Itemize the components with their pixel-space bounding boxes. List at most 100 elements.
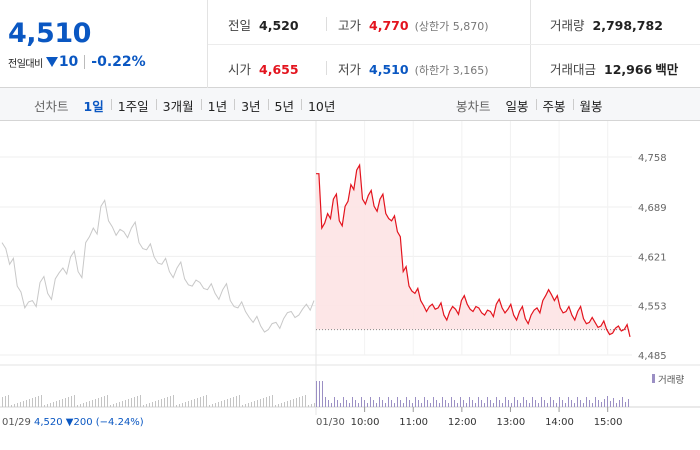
volume-bar [412, 403, 413, 407]
tab-3y[interactable]: 3년 [234, 96, 267, 115]
volume-bar [433, 397, 434, 407]
volume-bar [164, 398, 165, 407]
price-summary: 4,510 전일대비 10 -0.22% 전일 4,520 고가 4,770 (… [0, 0, 700, 88]
stat-label: 거래량 [550, 18, 585, 33]
volume-bar [331, 403, 332, 407]
stat-label: 전일 [228, 18, 252, 33]
volume-bar [379, 397, 380, 407]
volume-bar [206, 395, 207, 407]
tab-1w[interactable]: 1주일 [110, 96, 156, 115]
volume-bar [604, 399, 605, 407]
divider [326, 17, 327, 31]
tab-1d[interactable]: 1일 [83, 99, 104, 114]
volume-bar [406, 397, 407, 407]
volume-bar [293, 399, 294, 407]
volume-bar [146, 404, 147, 407]
tab-daily[interactable]: 일봉 [505, 99, 529, 114]
line-chart-label: 선차트 [34, 99, 69, 114]
volume-bar [62, 399, 63, 407]
volume-bar [182, 403, 183, 407]
volume-bar [547, 403, 548, 407]
volume-bar [47, 404, 48, 407]
volume-bar [269, 396, 270, 407]
volume-bar [113, 404, 114, 407]
volume-bar [529, 403, 530, 407]
volume-bar [436, 400, 437, 407]
row-divider [208, 44, 700, 45]
volume-bar [227, 399, 228, 407]
divider [326, 61, 327, 75]
volume-bar [239, 395, 240, 407]
volume-bar [242, 405, 243, 407]
volume-bar [598, 400, 599, 407]
volume-bar [263, 398, 264, 407]
volume-bar [352, 397, 353, 407]
tab-1y[interactable]: 1년 [200, 96, 234, 115]
prev-day-date-label: 01/29 [2, 417, 31, 428]
volume-bar [424, 397, 425, 407]
volume-bar [296, 398, 297, 407]
volume-bar [625, 402, 626, 407]
volume-bar [445, 400, 446, 407]
volume-bar [32, 398, 33, 407]
volume-bar [101, 397, 102, 407]
tab-10y[interactable]: 10년 [300, 96, 342, 115]
volume-bar [191, 400, 192, 407]
volume-bar [314, 403, 315, 407]
volume-bar [185, 402, 186, 407]
candle-chart-tabs: 봉차트 일봉 주봉 월봉 [456, 96, 610, 115]
volume-bar [508, 400, 509, 407]
tab-monthly[interactable]: 월봉 [572, 96, 610, 115]
volume-bar [355, 400, 356, 407]
stat-value: 4,520 [259, 18, 299, 33]
volume-bar [98, 398, 99, 407]
price-chart[interactable]: 4,758 4,689 4,621 4,553 4,485 거래량 01/29 4,520 ▼… [0, 121, 700, 450]
volume-bar [376, 403, 377, 407]
prev-day-line [1, 198, 315, 333]
change-value: 10 [58, 54, 79, 70]
volume-bar [418, 400, 419, 407]
volume-bar [514, 397, 515, 407]
down-triangle-icon [45, 57, 58, 67]
volume-legend-swatch [652, 374, 655, 383]
volume-bar [343, 397, 344, 407]
x-tick-label: 13:00 [496, 417, 525, 428]
volume-bar [586, 397, 587, 407]
volume-bar [74, 395, 75, 407]
volume-bar [400, 400, 401, 407]
volume-bar [502, 403, 503, 407]
volume-bar [442, 397, 443, 407]
stat-prev-close: 전일 4,520 [228, 15, 299, 34]
volume-bar [439, 403, 440, 407]
today-date-label: 01/30 [316, 417, 345, 428]
volume-bar [394, 403, 395, 407]
volume-bar [125, 400, 126, 407]
volume-bar [610, 401, 611, 407]
volume-bar [71, 396, 72, 407]
stat-volume: 거래량 2,798,782 [550, 15, 663, 34]
volume-bar [170, 396, 171, 407]
volume-bar [149, 403, 150, 407]
volume-bar [427, 400, 428, 407]
tab-5y[interactable]: 5년 [267, 96, 301, 115]
volume-legend-label: 거래량 [658, 374, 684, 386]
volume-bar [520, 403, 521, 407]
tab-weekly[interactable]: 주봉 [535, 96, 573, 115]
volume-bar [421, 403, 422, 407]
stat-label: 고가 [338, 18, 362, 33]
volume-bar [266, 397, 267, 407]
volume-bar [541, 397, 542, 407]
stat-sub: (하한가 3,165) [414, 64, 489, 77]
x-tick-label: 12:00 [448, 417, 477, 428]
volume-bar [328, 400, 329, 407]
x-tick-label: 15:00 [594, 417, 623, 428]
tab-3m[interactable]: 3개월 [155, 96, 201, 115]
volume-bar [299, 397, 300, 407]
change-separator [84, 55, 86, 69]
volume-bar [619, 400, 620, 407]
volume-bar [287, 401, 288, 407]
candle-chart-label: 봉차트 [456, 99, 491, 114]
change-label: 전일대비 [8, 58, 43, 70]
volume-bar [487, 397, 488, 407]
stat-unit: 백만 [655, 62, 679, 77]
